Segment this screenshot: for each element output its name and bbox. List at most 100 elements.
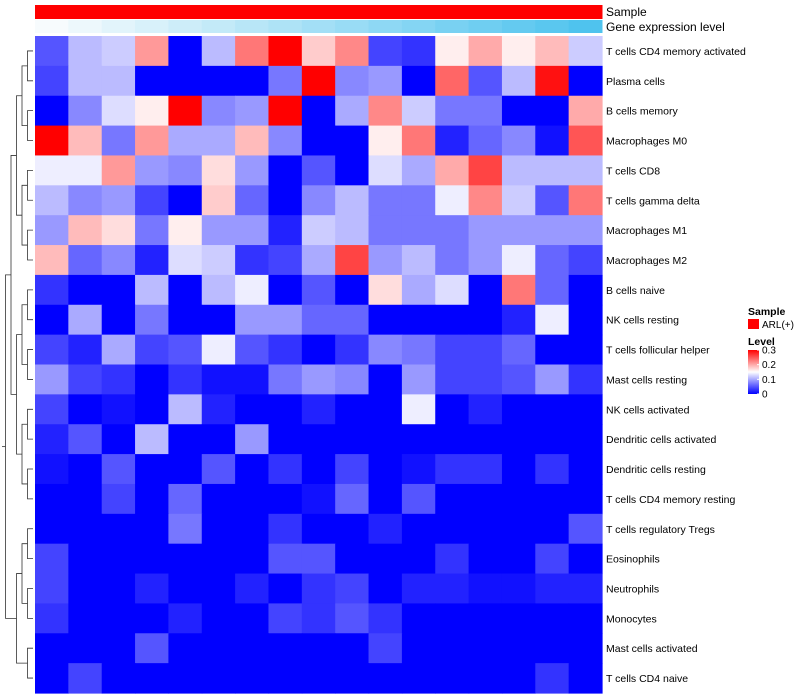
- heatmap-cell: [35, 513, 69, 545]
- heatmap-cell: [268, 304, 303, 336]
- heatmap-cell: [335, 633, 370, 664]
- heatmap-cell: [168, 394, 203, 425]
- heatmap-cell: [301, 155, 336, 186]
- heatmap-cell: [535, 95, 570, 127]
- legend-tick-label: 0.1: [762, 375, 776, 386]
- heatmap-cell: [501, 245, 536, 276]
- heatmap-cell: [268, 573, 303, 605]
- heatmap-cell: [68, 394, 103, 425]
- heatmap-cell: [501, 364, 536, 395]
- heatmap-cell: [401, 663, 436, 694]
- heatmap-cell: [501, 36, 536, 67]
- heatmap-cell: [101, 543, 136, 575]
- heatmap-cell: [68, 304, 103, 336]
- heatmap-cell: [168, 454, 203, 485]
- heatmap-cell: [68, 155, 103, 186]
- heatmap-cell: [468, 454, 503, 485]
- heatmap-cell: [335, 245, 370, 276]
- row-dendrogram: [2, 50, 33, 679]
- heatmap-cell: [501, 573, 536, 605]
- heatmap-cell: [368, 125, 403, 157]
- heatmap-cell: [35, 454, 69, 485]
- heatmap-cell: [368, 274, 403, 306]
- heatmap-cell: [35, 155, 69, 186]
- legend-sample-entry: ARL(+): [762, 320, 794, 331]
- row-label: Eosinophils: [606, 554, 660, 566]
- heatmap-cell: [335, 304, 370, 336]
- heatmap-cell: [268, 513, 303, 545]
- heatmap-cell: [368, 483, 403, 515]
- heatmap-cell: [135, 543, 170, 575]
- row-label: T cells regulatory Tregs: [606, 524, 715, 536]
- heatmap-cell: [568, 245, 603, 276]
- heatmap-cell: [368, 633, 403, 664]
- heatmap-cell: [68, 513, 103, 545]
- heatmap-cell: [101, 274, 136, 306]
- heatmap-cell: [268, 483, 303, 515]
- heatmap-cell: [335, 424, 370, 455]
- heatmap-cell: [35, 334, 69, 366]
- annotation-cell-expression: [35, 20, 69, 33]
- heatmap-cell: [101, 304, 136, 336]
- annotation-cell-expression: [135, 20, 169, 33]
- heatmap-cell: [135, 36, 170, 67]
- heatmap-cell: [435, 245, 470, 276]
- heatmap-cell: [235, 125, 270, 157]
- heatmap-cell: [368, 334, 403, 366]
- annotation-cell-expression: [235, 20, 269, 33]
- annotation-cell-sample: [68, 5, 103, 19]
- heatmap-cell: [301, 364, 336, 395]
- heatmap-cell: [368, 95, 403, 127]
- heatmap-cell: [401, 304, 436, 336]
- heatmap-cell: [168, 513, 203, 545]
- heatmap-cell: [335, 274, 370, 306]
- heatmap-cell: [468, 185, 503, 216]
- heatmap-cell: [35, 394, 69, 425]
- heatmap-cell: [368, 454, 403, 485]
- heatmap-cell: [101, 334, 136, 366]
- heatmap-cell: [568, 543, 603, 575]
- heatmap-cell: [335, 483, 370, 515]
- heatmap-cell: [201, 394, 236, 425]
- heatmap-cell: [501, 603, 536, 634]
- heatmap-cell: [535, 454, 570, 485]
- heatmap-cell: [335, 215, 370, 246]
- heatmap-cell: [35, 663, 69, 694]
- heatmap-cell: [168, 603, 203, 634]
- row-label: B cells memory: [606, 106, 679, 118]
- heatmap-cell: [501, 424, 536, 455]
- heatmap-cell: [568, 185, 603, 216]
- heatmap-cell: [35, 364, 69, 395]
- heatmap-cell: [101, 65, 136, 97]
- heatmap-cell: [435, 483, 470, 515]
- heatmap-cell: [568, 483, 603, 515]
- heatmap-cell: [268, 334, 303, 366]
- heatmap-cell: [235, 573, 270, 605]
- heatmap-cell: [435, 125, 470, 157]
- heatmap-cell: [68, 424, 103, 455]
- heatmap-cell: [568, 95, 603, 127]
- heatmap-cell: [201, 245, 236, 276]
- heatmap-cell: [168, 215, 203, 246]
- heatmap-cell: [268, 215, 303, 246]
- heatmap-cell: [135, 334, 170, 366]
- heatmap-cell: [535, 65, 570, 97]
- heatmap-cell: [501, 394, 536, 425]
- heatmap-cell: [401, 513, 436, 545]
- annotation-cell-sample: [301, 5, 336, 19]
- heatmap-cell: [468, 364, 503, 395]
- heatmap-cell: [401, 573, 436, 605]
- heatmap-cell: [301, 65, 336, 97]
- annotation-label-sample: Sample: [606, 5, 647, 19]
- heatmap-cell: [268, 394, 303, 425]
- heatmap-cell: [301, 215, 336, 246]
- heatmap-cell: [335, 573, 370, 605]
- heatmap-cell: [335, 394, 370, 425]
- heatmap-cell: [301, 304, 336, 336]
- heatmap-cell: [568, 394, 603, 425]
- heatmap-cell: [568, 513, 603, 545]
- heatmap-cell: [435, 663, 470, 694]
- annotation-cell-sample: [35, 5, 69, 19]
- heatmap-cell: [135, 483, 170, 515]
- heatmap-cell: [168, 274, 203, 306]
